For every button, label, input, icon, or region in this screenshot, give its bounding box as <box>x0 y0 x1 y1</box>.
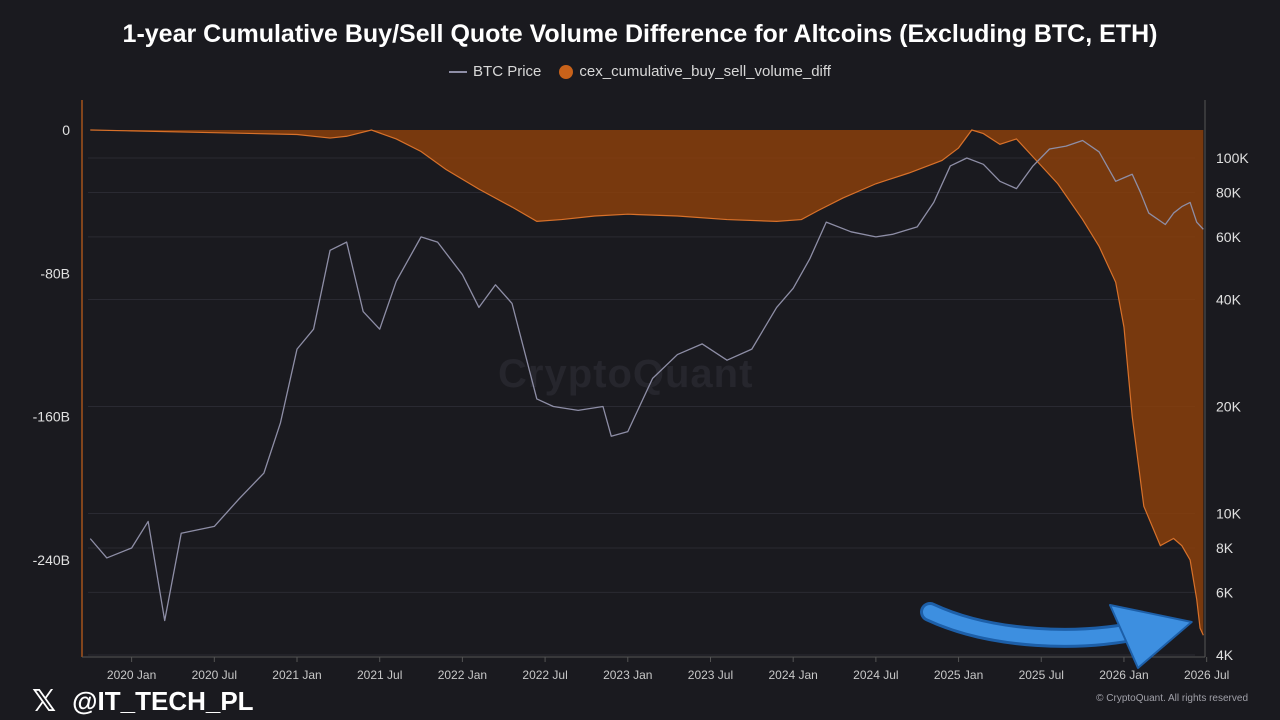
right-tick-label: 20K <box>1216 399 1242 415</box>
volume-area <box>90 130 1204 636</box>
btc-layer <box>89 139 1204 622</box>
copyright-text: © CryptoQuant. All rights reserved <box>1096 693 1248 704</box>
legend-label-volume: cex_cumulative_buy_sell_volume_diff <box>579 63 831 80</box>
watermark: CryptoQuant <box>498 352 754 396</box>
right-tick-label: 8K <box>1216 540 1234 556</box>
x-tick-label: 2022 Jan <box>438 668 487 682</box>
x-tick-label: 2022 Jul <box>522 668 567 682</box>
axis-layer: 0 -80B -160B -240B 100K 80K 60K 40K 20K 10K 8K 6K 4K… <box>33 100 1249 682</box>
volume-line <box>90 129 1204 636</box>
x-tick-label: 2023 Jul <box>688 668 733 682</box>
legend-line-icon <box>449 70 468 73</box>
right-tick-label: 6K <box>1216 584 1234 600</box>
area-layer <box>90 129 1204 636</box>
grid-layer <box>88 157 1195 656</box>
handle-text: @IT_TECH_PL <box>72 686 254 716</box>
x-tick-label: 2020 Jan <box>107 668 156 682</box>
right-tick-label: 60K <box>1216 229 1242 245</box>
legend: BTC Price cex_cumulative_buy_sell_volume… <box>0 63 1280 80</box>
arrow-head-icon <box>1109 604 1193 669</box>
x-tick-label: 2025 Jul <box>1019 668 1064 682</box>
x-tick-label: 2020 Jul <box>192 668 237 682</box>
x-tick-label: 2021 Jan <box>272 668 321 682</box>
right-tick-label: 4K <box>1216 647 1234 663</box>
x-tick-label: 2025 Jan <box>934 668 983 682</box>
arrow-layer <box>920 602 1193 669</box>
legend-entry-btc[interactable]: BTC Price <box>449 63 541 80</box>
x-tick-label: 2021 Jul <box>357 668 402 682</box>
legend-dot-icon <box>559 64 574 79</box>
chart-title: 1-year Cumulative Buy/Sell Quote Volume … <box>122 20 1158 48</box>
left-tick-label: 0 <box>62 122 70 138</box>
x-logo-icon[interactable]: 𝕏 <box>32 684 57 719</box>
right-tick-label: 100K <box>1216 150 1249 166</box>
right-tick-label: 10K <box>1216 506 1242 522</box>
x-tick-label: 2024 Jul <box>853 668 898 682</box>
legend-label-btc: BTC Price <box>473 63 542 80</box>
left-tick-label: -240B <box>33 552 70 568</box>
legend-entry-volume[interactable]: cex_cumulative_buy_sell_volume_diff <box>559 63 831 80</box>
left-tick-label: -80B <box>40 265 70 281</box>
footer-handle: 𝕏 @IT_TECH_PL <box>32 684 254 719</box>
btc-price-line <box>89 139 1204 622</box>
x-tick-label: 2026 Jul <box>1184 668 1229 682</box>
left-tick-label: -160B <box>33 409 70 425</box>
x-tick-label: 2026 Jan <box>1099 668 1148 682</box>
x-tick-label: 2023 Jan <box>603 668 652 682</box>
right-tick-label: 40K <box>1216 291 1242 307</box>
x-tick-label: 2024 Jan <box>768 668 817 682</box>
right-tick-label: 80K <box>1216 184 1242 200</box>
